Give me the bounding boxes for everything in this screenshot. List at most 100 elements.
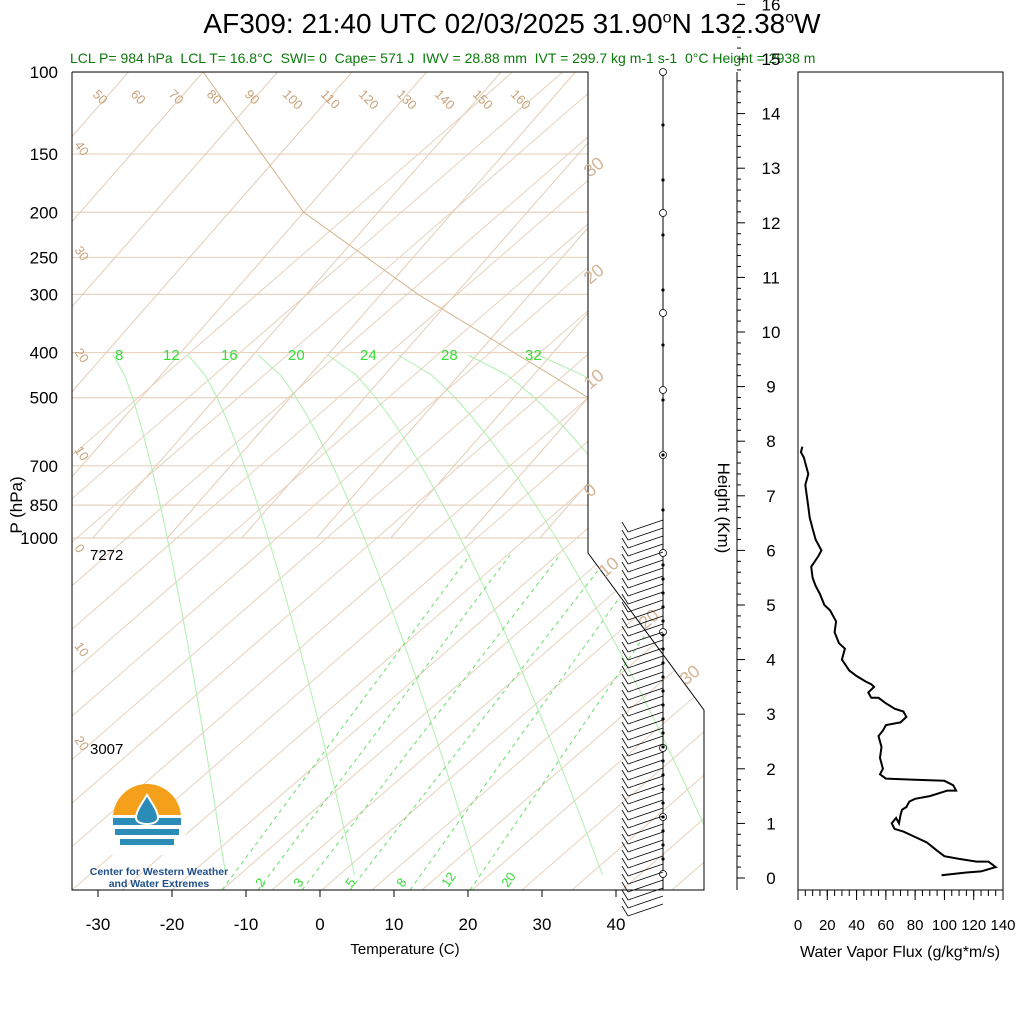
wind-barb-flag	[621, 681, 629, 693]
wind-barb-flag	[621, 785, 629, 797]
flux-panel-frame	[797, 71, 1004, 891]
water-drop-icon	[134, 793, 160, 825]
pressure-axis-label: P (hPa)	[7, 476, 26, 533]
isotherm-line	[464, 72, 704, 539]
wind-barb	[627, 527, 664, 541]
wind-barb-flag	[621, 761, 629, 773]
dry-adiabat-line	[872, 72, 1024, 890]
temperature-tick-label: 10	[385, 915, 404, 934]
isotherm-label: 30	[72, 243, 93, 263]
wind-barb	[627, 551, 664, 565]
isotherm-line	[688, 72, 704, 539]
wind-dot	[661, 843, 665, 847]
wind-dot	[661, 288, 665, 292]
wind-dot	[661, 857, 665, 861]
wind-barb-flag	[621, 537, 629, 549]
wind-dot	[661, 647, 665, 651]
temperature-tick-label: -10	[234, 915, 259, 934]
wind-barb-flag	[621, 585, 629, 597]
dry-adiabat-line	[72, 72, 704, 890]
moist-adiabat-line	[397, 354, 704, 876]
mixing-ratio-label: 5	[342, 875, 358, 890]
height-tick-label: 10	[762, 323, 781, 342]
wind-dot	[661, 675, 665, 679]
wind-dot	[661, 773, 665, 777]
wind-dot	[661, 801, 665, 805]
skew-t-plot	[72, 72, 1024, 890]
dry-adiabat-line	[72, 72, 704, 890]
wind-barb	[627, 679, 664, 693]
wind-dot	[661, 563, 665, 567]
isotherm-label: 30	[580, 153, 608, 181]
wind-barb-flag	[621, 609, 629, 621]
height-axis-label: Height (Km)	[714, 463, 733, 554]
pressure-tick-label: 200	[30, 203, 58, 222]
temperature-tick-label: 40	[607, 915, 626, 934]
wind-barb-flag	[621, 641, 629, 653]
wind-dot	[661, 661, 665, 665]
isotherm-line	[390, 72, 704, 539]
wind-dot	[661, 703, 665, 707]
dry-adiabat-label: 70	[166, 87, 187, 108]
isotherm-line	[72, 72, 278, 539]
wind-barb-flag	[621, 577, 629, 589]
wind-barb	[627, 623, 664, 637]
zero-c-height: 0°C Height = 2938 m	[684, 50, 816, 66]
wind-dot	[661, 233, 665, 237]
wind-barb	[627, 631, 664, 645]
ivt-value: IVT = 299.7 kg m-1 s-1	[534, 50, 678, 66]
flux-tick-label: 80	[907, 917, 924, 934]
temperature-axis-label: Temperature (C)	[350, 941, 459, 958]
wind-barb-flag	[621, 825, 629, 837]
height-tick-label: 11	[762, 268, 780, 287]
wind-barb	[627, 591, 664, 605]
cape-value: Cape= 571 J	[334, 50, 415, 66]
wind-barb	[627, 839, 664, 853]
flux-tick-label: 40	[848, 917, 865, 934]
wind-barb-flag	[621, 873, 629, 885]
mixing-ratio-label: 20	[498, 869, 519, 889]
wind-barb-flag	[621, 737, 629, 749]
lcl-pressure: LCL P= 984 hPa	[70, 50, 173, 66]
dry-adiabat-line	[72, 72, 664, 890]
height-tick-label: 0	[766, 869, 775, 888]
temperature-tick-label: -30	[86, 915, 111, 934]
moist-adiabat-line	[537, 354, 704, 876]
wind-barb-flag	[621, 905, 629, 917]
water-vapor-flux-line	[799, 446, 998, 877]
wind-barb	[627, 583, 664, 597]
wind-dot	[661, 787, 665, 791]
flux-tick-label: 20	[819, 917, 836, 934]
height-tick-label: 15	[762, 50, 781, 69]
height-tick-label: 1	[766, 814, 775, 833]
isotherm-label: 0	[72, 541, 88, 556]
dry-adiabat-line	[72, 72, 704, 890]
wind-dot	[661, 453, 665, 457]
wind-dot	[661, 745, 665, 749]
height-tick-label: 2	[766, 760, 775, 779]
wind-dot	[661, 591, 665, 595]
moist-adiabat-label: 8	[115, 347, 123, 364]
flux-tick-label: 120	[961, 917, 986, 934]
wind-barb	[627, 807, 664, 821]
dry-adiabat-line	[822, 72, 1024, 890]
wind-barb	[627, 719, 664, 733]
wind-barb	[627, 735, 664, 749]
wind-barb	[627, 775, 664, 789]
wind-barb-flag	[621, 705, 629, 717]
isotherm-line	[838, 72, 1024, 538]
wind-barb	[627, 695, 664, 709]
logo-wave	[115, 829, 179, 835]
moist-adiabat-label: 12	[163, 347, 180, 364]
height-tick-label: 12	[762, 214, 781, 233]
dry-adiabat-line	[271, 72, 704, 890]
wind-barb	[627, 847, 664, 861]
wind-barb-flag	[621, 841, 629, 853]
wind-barb-flag	[621, 865, 629, 877]
dry-adiabat-label: 60	[128, 87, 149, 108]
dry-adiabat-label: 130	[394, 87, 420, 113]
pressure-tick-label: 100	[30, 63, 58, 82]
cw3e-logo	[110, 784, 186, 855]
dry-adiabat-label: 50	[90, 87, 111, 108]
wind-barb	[627, 687, 664, 701]
